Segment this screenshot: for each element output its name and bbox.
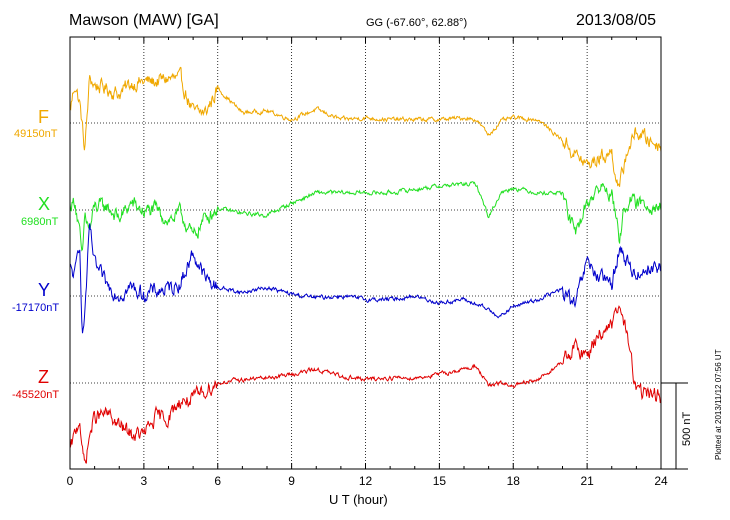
baseline-x: 6980nT xyxy=(21,216,59,228)
baseline-y: -17170nT xyxy=(12,302,60,314)
x-tick-label: 9 xyxy=(288,474,295,488)
series-traces xyxy=(69,66,662,464)
baseline-z: -45520nT xyxy=(12,389,60,401)
baseline-f: 49150nT xyxy=(14,128,58,140)
date-label: 2013/08/05 xyxy=(576,12,657,29)
station-title: Mawson (MAW) [GA] xyxy=(69,12,219,29)
series-name-f: F xyxy=(38,107,49,127)
series-name-x: X xyxy=(38,194,51,214)
x-tick-label: 15 xyxy=(433,474,447,488)
series-line-f xyxy=(69,66,662,187)
x-tick-label: 6 xyxy=(214,474,221,488)
x-tick-label: 0 xyxy=(67,474,74,488)
x-tick-label: 21 xyxy=(580,474,594,488)
series-line-x xyxy=(69,181,662,252)
x-tick-label: 3 xyxy=(141,474,148,488)
series-line-y xyxy=(69,223,662,334)
coordinates-label: GG (-67.60°, 62.88°) xyxy=(366,17,468,29)
grid-lines xyxy=(70,37,661,469)
series-name-y: Y xyxy=(38,280,51,300)
axis-ticks: 0 3 6 9 12 15 18 21 24 xyxy=(67,37,668,488)
x-tick-label: 24 xyxy=(654,474,668,488)
scale-bar-label: 500 nT xyxy=(681,411,693,446)
x-tick-label: 18 xyxy=(507,474,521,488)
x-tick-label: 12 xyxy=(359,474,373,488)
x-axis-label: U T (hour) xyxy=(329,492,388,507)
plotted-note: Plotted at 2013/11/12 07:56 UT xyxy=(714,349,723,460)
series-name-z: Z xyxy=(38,367,49,387)
series-line-z xyxy=(69,305,662,464)
scale-bar xyxy=(661,382,688,470)
